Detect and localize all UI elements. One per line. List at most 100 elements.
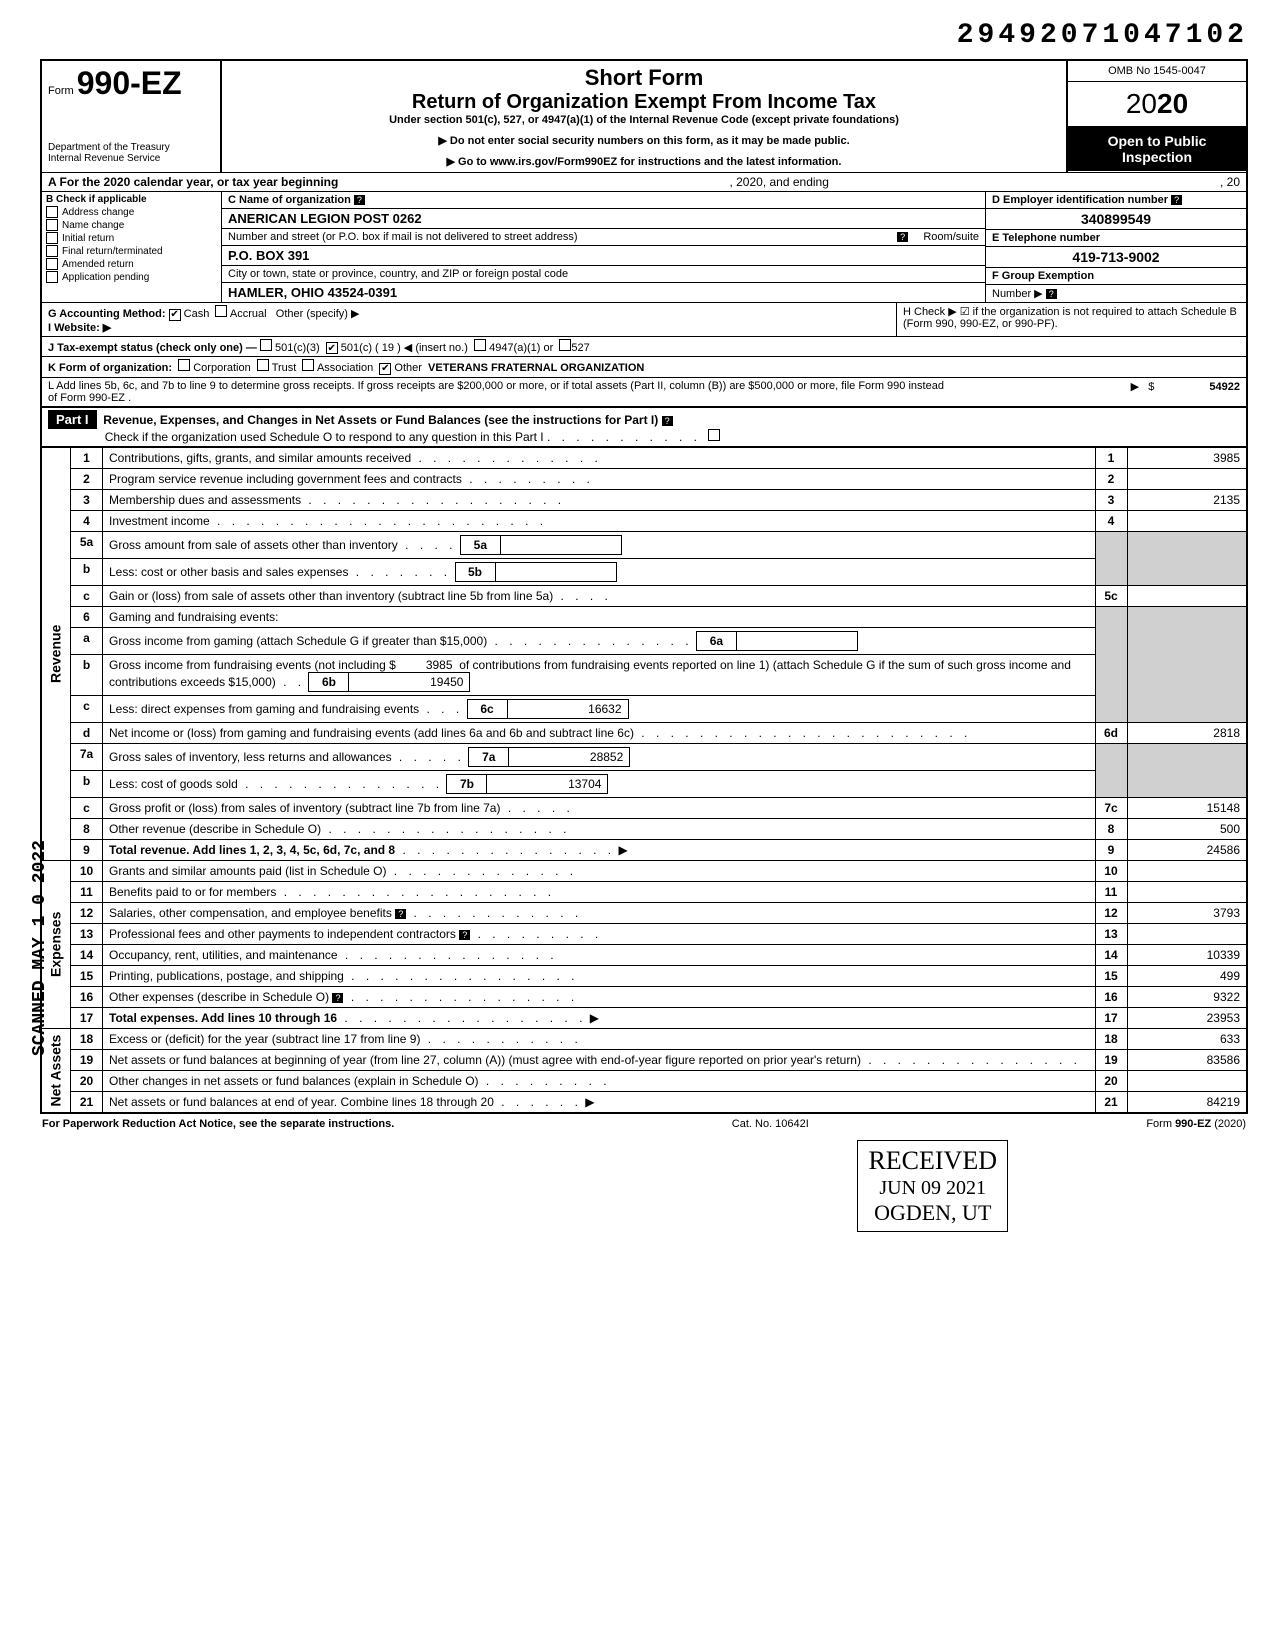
line-desc: Gross profit or (loss) from sales of inv… <box>109 801 500 815</box>
checkbox-schedule-o[interactable] <box>708 429 720 441</box>
line-num: d <box>71 722 103 743</box>
help-icon[interactable]: ? <box>332 993 343 1003</box>
tax-year: 2020 <box>1068 82 1246 127</box>
line-num-right: 2 <box>1095 468 1127 489</box>
line-desc: Net assets or fund balances at beginning… <box>109 1053 861 1067</box>
form-header: Form 990-EZ Department of the Treasury I… <box>40 59 1248 172</box>
org-name: ANERICAN LEGION POST 0262 <box>222 209 985 229</box>
line-desc: Less: cost of goods sold <box>109 777 238 791</box>
line-num-right: 3 <box>1095 489 1127 510</box>
line-num-right: 16 <box>1095 986 1127 1007</box>
checkbox-amended[interactable] <box>46 258 58 270</box>
row-k-label: K Form of organization: <box>48 362 172 374</box>
line-num: 13 <box>71 923 103 944</box>
line-num-right: 7c <box>1095 797 1127 818</box>
amount: 84219 <box>1127 1091 1247 1113</box>
checkbox-assoc[interactable] <box>302 359 314 371</box>
amount: 24586 <box>1127 839 1247 860</box>
form-number: 990-EZ <box>77 65 182 101</box>
phone-value: 419-713-9002 <box>986 247 1246 268</box>
row-l: L Add lines 5b, 6c, and 7b to line 9 to … <box>40 377 1248 408</box>
line-num-right: 20 <box>1095 1070 1127 1091</box>
amount: 633 <box>1127 1028 1247 1049</box>
line-num: 21 <box>71 1091 103 1113</box>
line-num-right: 14 <box>1095 944 1127 965</box>
checkbox-final-return[interactable] <box>46 245 58 257</box>
label-application-pending: Application pending <box>62 272 149 283</box>
checkbox-initial-return[interactable] <box>46 232 58 244</box>
footer-mid: Cat. No. 10642I <box>732 1118 809 1130</box>
checkbox-cash[interactable]: ✔ <box>169 309 181 321</box>
checkbox-accrual[interactable] <box>215 305 227 317</box>
line-num-right: 8 <box>1095 818 1127 839</box>
label-address-change: Address change <box>62 207 134 218</box>
side-revenue: Revenue <box>41 447 71 860</box>
checkbox-501c[interactable]: ✔ <box>326 342 338 354</box>
help-icon[interactable]: ? <box>459 930 470 940</box>
checkbox-address-change[interactable] <box>46 206 58 218</box>
checkbox-4947[interactable] <box>474 339 486 351</box>
part1-header-row: Part I Revenue, Expenses, and Changes in… <box>40 408 1248 447</box>
row-i-label: I Website: ▶ <box>48 322 111 334</box>
line-desc: Gross sales of inventory, less returns a… <box>109 750 392 764</box>
help-icon[interactable]: ? <box>1046 289 1057 299</box>
line-num: a <box>71 627 103 654</box>
footer: For Paperwork Reduction Act Notice, see … <box>40 1114 1248 1134</box>
line-num: 9 <box>71 839 103 860</box>
amount: 9322 <box>1127 986 1247 1007</box>
line-num: 6 <box>71 606 103 627</box>
checkbox-trust[interactable] <box>257 359 269 371</box>
omb-number: OMB No 1545-0047 <box>1068 61 1246 82</box>
line-num: 14 <box>71 944 103 965</box>
help-icon[interactable]: ? <box>897 232 908 242</box>
line-num: c <box>71 585 103 606</box>
label-cash: Cash <box>184 308 210 320</box>
help-icon[interactable]: ? <box>662 416 673 426</box>
line-num: 12 <box>71 902 103 923</box>
amount: 15148 <box>1127 797 1247 818</box>
amount <box>1127 1070 1247 1091</box>
amount: 2818 <box>1127 722 1247 743</box>
label-527: 527 <box>571 342 589 354</box>
row-k: K Form of organization: Corporation Trus… <box>40 356 1248 377</box>
help-icon[interactable]: ? <box>354 195 365 205</box>
label-4947: 4947(a)(1) or <box>489 342 553 354</box>
checkbox-name-change[interactable] <box>46 219 58 231</box>
part1-title: Revenue, Expenses, and Changes in Net As… <box>103 413 658 427</box>
label-501c3: 501(c)(3) <box>275 342 320 354</box>
line-desc: Occupancy, rent, utilities, and maintena… <box>109 948 338 962</box>
help-icon[interactable]: ? <box>395 909 406 919</box>
midbox-num: 7b <box>447 775 487 793</box>
help-icon[interactable]: ? <box>1171 195 1182 205</box>
section-bcd: B Check if applicable Address change Nam… <box>40 191 1248 302</box>
part1-label: Part I <box>48 410 97 429</box>
line-num: 4 <box>71 510 103 531</box>
line-num: 2 <box>71 468 103 489</box>
line-num-right: 12 <box>1095 902 1127 923</box>
line-num-right: 13 <box>1095 923 1127 944</box>
line-num: 19 <box>71 1049 103 1070</box>
part1-check-text: Check if the organization used Schedule … <box>105 430 544 444</box>
line-num: 17 <box>71 1007 103 1028</box>
line-num-right: 19 <box>1095 1049 1127 1070</box>
open-public: Open to Public <box>1074 133 1240 149</box>
checkbox-527[interactable] <box>559 339 571 351</box>
line-desc: Total expenses. Add lines 10 through 16 <box>109 1011 337 1025</box>
document-id: 29492071047102 <box>40 20 1248 51</box>
line-desc: Less: cost or other basis and sales expe… <box>109 565 348 579</box>
row-a-label: A For the 2020 calendar year, or tax yea… <box>48 175 338 189</box>
line-desc: Printing, publications, postage, and shi… <box>109 969 344 983</box>
checkbox-corp[interactable] <box>178 359 190 371</box>
checkbox-other-org[interactable]: ✔ <box>379 363 391 375</box>
row-l-text: L Add lines 5b, 6c, and 7b to line 9 to … <box>48 380 948 404</box>
midbox-val: 19450 <box>349 673 469 691</box>
received-stamp: RECEIVED JUN 09 2021 OGDEN, UT <box>857 1140 1008 1232</box>
checkbox-application-pending[interactable] <box>46 271 58 283</box>
midbox-num: 5b <box>456 563 496 581</box>
line-num: 15 <box>71 965 103 986</box>
amount: 23953 <box>1127 1007 1247 1028</box>
checkbox-501c3[interactable] <box>260 339 272 351</box>
line-num: 18 <box>71 1028 103 1049</box>
amount: 83586 <box>1127 1049 1247 1070</box>
line-num-right: 9 <box>1095 839 1127 860</box>
